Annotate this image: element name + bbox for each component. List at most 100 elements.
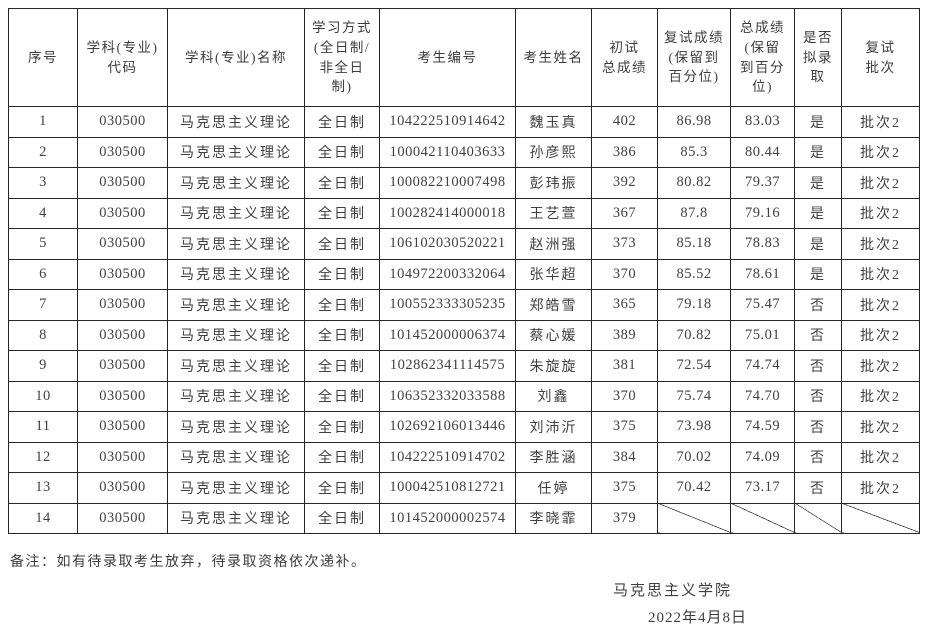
cell-batch: 批次2 (841, 380, 920, 412)
signature-date: 2022年4月8日 (648, 610, 748, 626)
cell-code: 030500 (77, 319, 168, 351)
cell-total_score: 79.37 (730, 167, 795, 199)
cell-name: 刘沛沂 (515, 411, 592, 443)
cell-mode: 全日制 (304, 380, 380, 412)
column-header-name: 考生姓名 (515, 8, 592, 107)
cell-mode: 全日制 (304, 197, 380, 229)
cell-admitted: 否 (794, 380, 842, 412)
signature-college: 马克思主义学院 (613, 583, 733, 599)
admission-result-table: 序号 学科(专业) 代码 学科(专业)名称 学习方式 (全日制/ 非全日 制) 考生编号… (8, 8, 920, 534)
cell-initial_score: 365 (591, 289, 658, 321)
cell-candidate_no: 101452000006374 (379, 319, 516, 351)
cell-retest_score: 79.18 (657, 289, 731, 321)
cell-mode: 全日制 (304, 472, 380, 504)
table-header: 序号 学科(专业) 代码 学科(专业)名称 学习方式 (全日制/ 非全日 制) 考生编号… (8, 8, 920, 107)
column-header-batch: 复试 批次 (841, 8, 920, 107)
cell-code: 030500 (77, 228, 168, 260)
cell-candidate_no: 102862341114575 (379, 350, 516, 382)
cell-no: 12 (8, 441, 78, 473)
column-header-major: 学科(专业)名称 (167, 8, 305, 107)
cell-name: 任婷 (515, 472, 592, 504)
cell-batch-empty-slash (841, 502, 920, 534)
cell-name: 李晓霏 (515, 502, 592, 534)
cell-mode: 全日制 (304, 502, 380, 534)
cell-batch: 批次2 (841, 350, 920, 382)
cell-name: 蔡心媛 (515, 319, 592, 351)
table-row: 11 030500 马克思主义理论 全日制 102692106013446 刘沛沂 375 7… (8, 411, 920, 443)
cell-major: 马克思主义理论 (167, 167, 305, 199)
cell-mode: 全日制 (304, 167, 380, 199)
cell-admitted: 否 (794, 472, 842, 504)
cell-major: 马克思主义理论 (167, 197, 305, 229)
cell-mode: 全日制 (304, 136, 380, 168)
cell-candidate_no: 104222510914642 (379, 106, 516, 138)
table-row: 10 030500 马克思主义理论 全日制 106352332033588 刘鑫 370 75… (8, 380, 920, 412)
cell-admitted: 是 (794, 106, 842, 138)
cell-name: 朱旋旋 (515, 350, 592, 382)
table-row: 6 030500 马克思主义理论 全日制 104972200332064 张华超 370 85… (8, 258, 920, 290)
cell-initial_score: 402 (591, 106, 658, 138)
cell-total_score: 80.44 (730, 136, 795, 168)
cell-initial_score: 386 (591, 136, 658, 168)
table-row: 2 030500 马克思主义理论 全日制 100042110403633 孙彦熙 386 85… (8, 136, 920, 168)
cell-retest_score: 72.54 (657, 350, 731, 382)
cell-mode: 全日制 (304, 228, 380, 260)
table-row: 7 030500 马克思主义理论 全日制 100552333305235 郑皓雪 365 79… (8, 289, 920, 321)
cell-admitted: 是 (794, 136, 842, 168)
cell-name: 孙彦熙 (515, 136, 592, 168)
cell-total_score: 74.09 (730, 441, 795, 473)
cell-batch: 批次2 (841, 258, 920, 290)
table-row: 3 030500 马克思主义理论 全日制 100082210007498 彭玮振 392 80… (8, 167, 920, 199)
cell-retest_score-empty-slash (657, 502, 731, 534)
cell-name: 赵洲强 (515, 228, 592, 260)
cell-total_score: 74.74 (730, 350, 795, 382)
column-header-no: 序号 (8, 8, 78, 107)
cell-retest_score: 87.8 (657, 197, 731, 229)
header-row: 序号 学科(专业) 代码 学科(专业)名称 学习方式 (全日制/ 非全日 制) 考生编号… (8, 8, 920, 107)
cell-retest_score: 70.42 (657, 472, 731, 504)
cell-no: 4 (8, 197, 78, 229)
cell-initial_score: 375 (591, 472, 658, 504)
cell-initial_score: 389 (591, 319, 658, 351)
cell-total_score: 74.70 (730, 380, 795, 412)
cell-total_score: 75.01 (730, 319, 795, 351)
column-header-retest_score: 复试成绩 (保留到 百分位) (657, 8, 731, 107)
cell-major: 马克思主义理论 (167, 380, 305, 412)
cell-initial_score: 392 (591, 167, 658, 199)
cell-no: 3 (8, 167, 78, 199)
cell-code: 030500 (77, 289, 168, 321)
column-header-total_score: 总成绩 (保留 到百分 位) (730, 8, 795, 107)
cell-candidate_no: 100082210007498 (379, 167, 516, 199)
cell-code: 030500 (77, 441, 168, 473)
table-row: 8 030500 马克思主义理论 全日制 101452000006374 蔡心媛 389 70… (8, 319, 920, 351)
cell-name: 李胜涵 (515, 441, 592, 473)
cell-candidate_no: 102692106013446 (379, 411, 516, 443)
table-row: 13 030500 马克思主义理论 全日制 100042510812721 任婷 375 70… (8, 472, 920, 504)
cell-batch: 批次2 (841, 319, 920, 351)
cell-batch: 批次2 (841, 411, 920, 443)
cell-mode: 全日制 (304, 289, 380, 321)
cell-major: 马克思主义理论 (167, 106, 305, 138)
cell-major: 马克思主义理论 (167, 411, 305, 443)
cell-retest_score: 70.82 (657, 319, 731, 351)
cell-mode: 全日制 (304, 350, 380, 382)
column-header-code: 学科(专业) 代码 (77, 8, 168, 107)
cell-retest_score: 86.98 (657, 106, 731, 138)
cell-initial_score: 381 (591, 350, 658, 382)
cell-total_score: 78.83 (730, 228, 795, 260)
cell-candidate_no: 106102030520221 (379, 228, 516, 260)
cell-code: 030500 (77, 411, 168, 443)
cell-code: 030500 (77, 350, 168, 382)
remark-note: 备注：如有待录取考生放弃，待录取资格依次递补。 (10, 555, 367, 570)
cell-admitted: 是 (794, 167, 842, 199)
cell-batch: 批次2 (841, 228, 920, 260)
cell-total_score-empty-slash (730, 502, 795, 534)
cell-admitted: 否 (794, 350, 842, 382)
cell-admitted: 是 (794, 228, 842, 260)
cell-admitted: 否 (794, 411, 842, 443)
cell-batch: 批次2 (841, 197, 920, 229)
cell-admitted: 否 (794, 289, 842, 321)
cell-no: 6 (8, 258, 78, 290)
cell-name: 彭玮振 (515, 167, 592, 199)
